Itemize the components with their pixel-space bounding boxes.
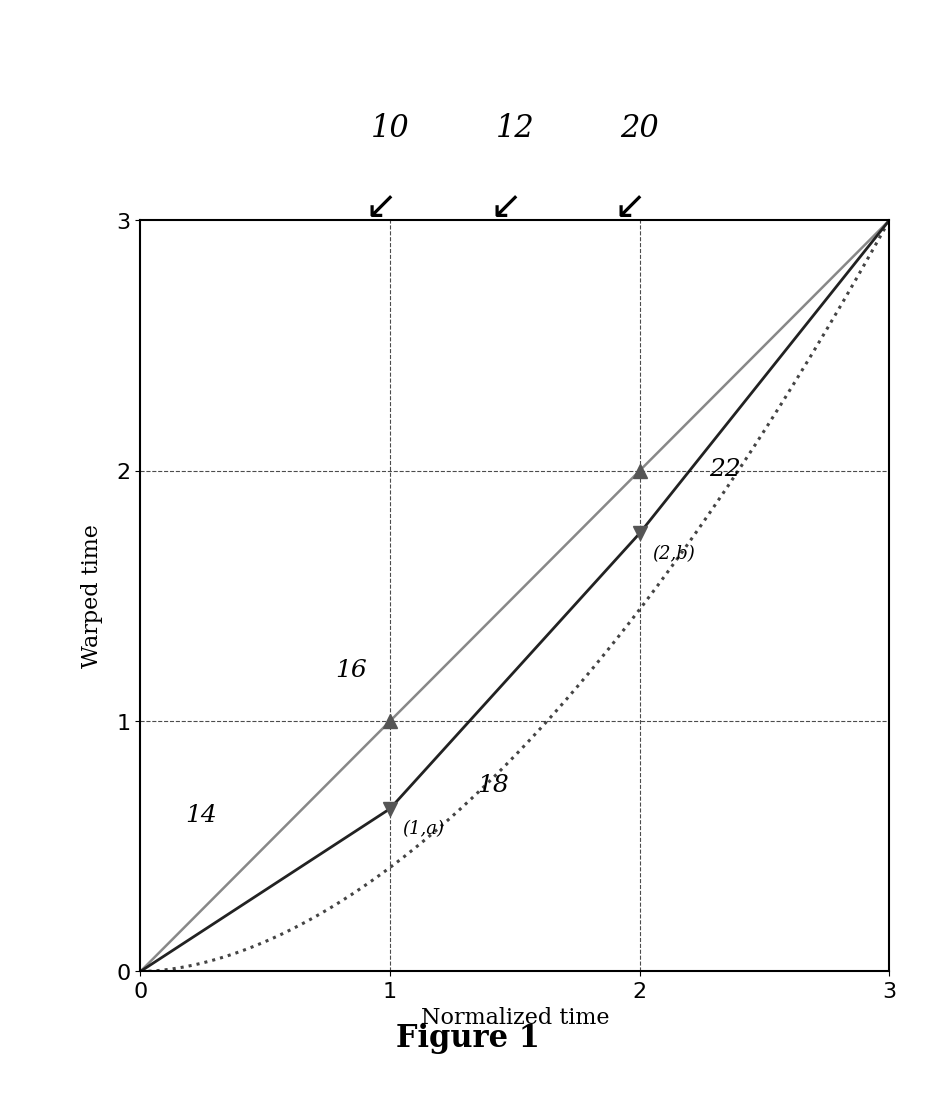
Text: 16: 16	[335, 658, 367, 681]
Text: ↙: ↙	[490, 188, 521, 225]
Y-axis label: Warped time: Warped time	[80, 524, 103, 668]
Text: ↙: ↙	[614, 188, 646, 225]
Text: (1,a): (1,a)	[402, 820, 445, 838]
Text: 18: 18	[477, 774, 509, 796]
Text: ↙: ↙	[365, 188, 397, 225]
Text: 20: 20	[620, 113, 659, 144]
Text: 22: 22	[709, 458, 741, 481]
X-axis label: Normalized time: Normalized time	[420, 1007, 609, 1029]
Text: (2,b): (2,b)	[652, 544, 695, 563]
Text: 12: 12	[495, 113, 534, 144]
Text: 10: 10	[371, 113, 410, 144]
Text: 14: 14	[185, 804, 217, 827]
Text: Figure 1: Figure 1	[396, 1022, 540, 1053]
